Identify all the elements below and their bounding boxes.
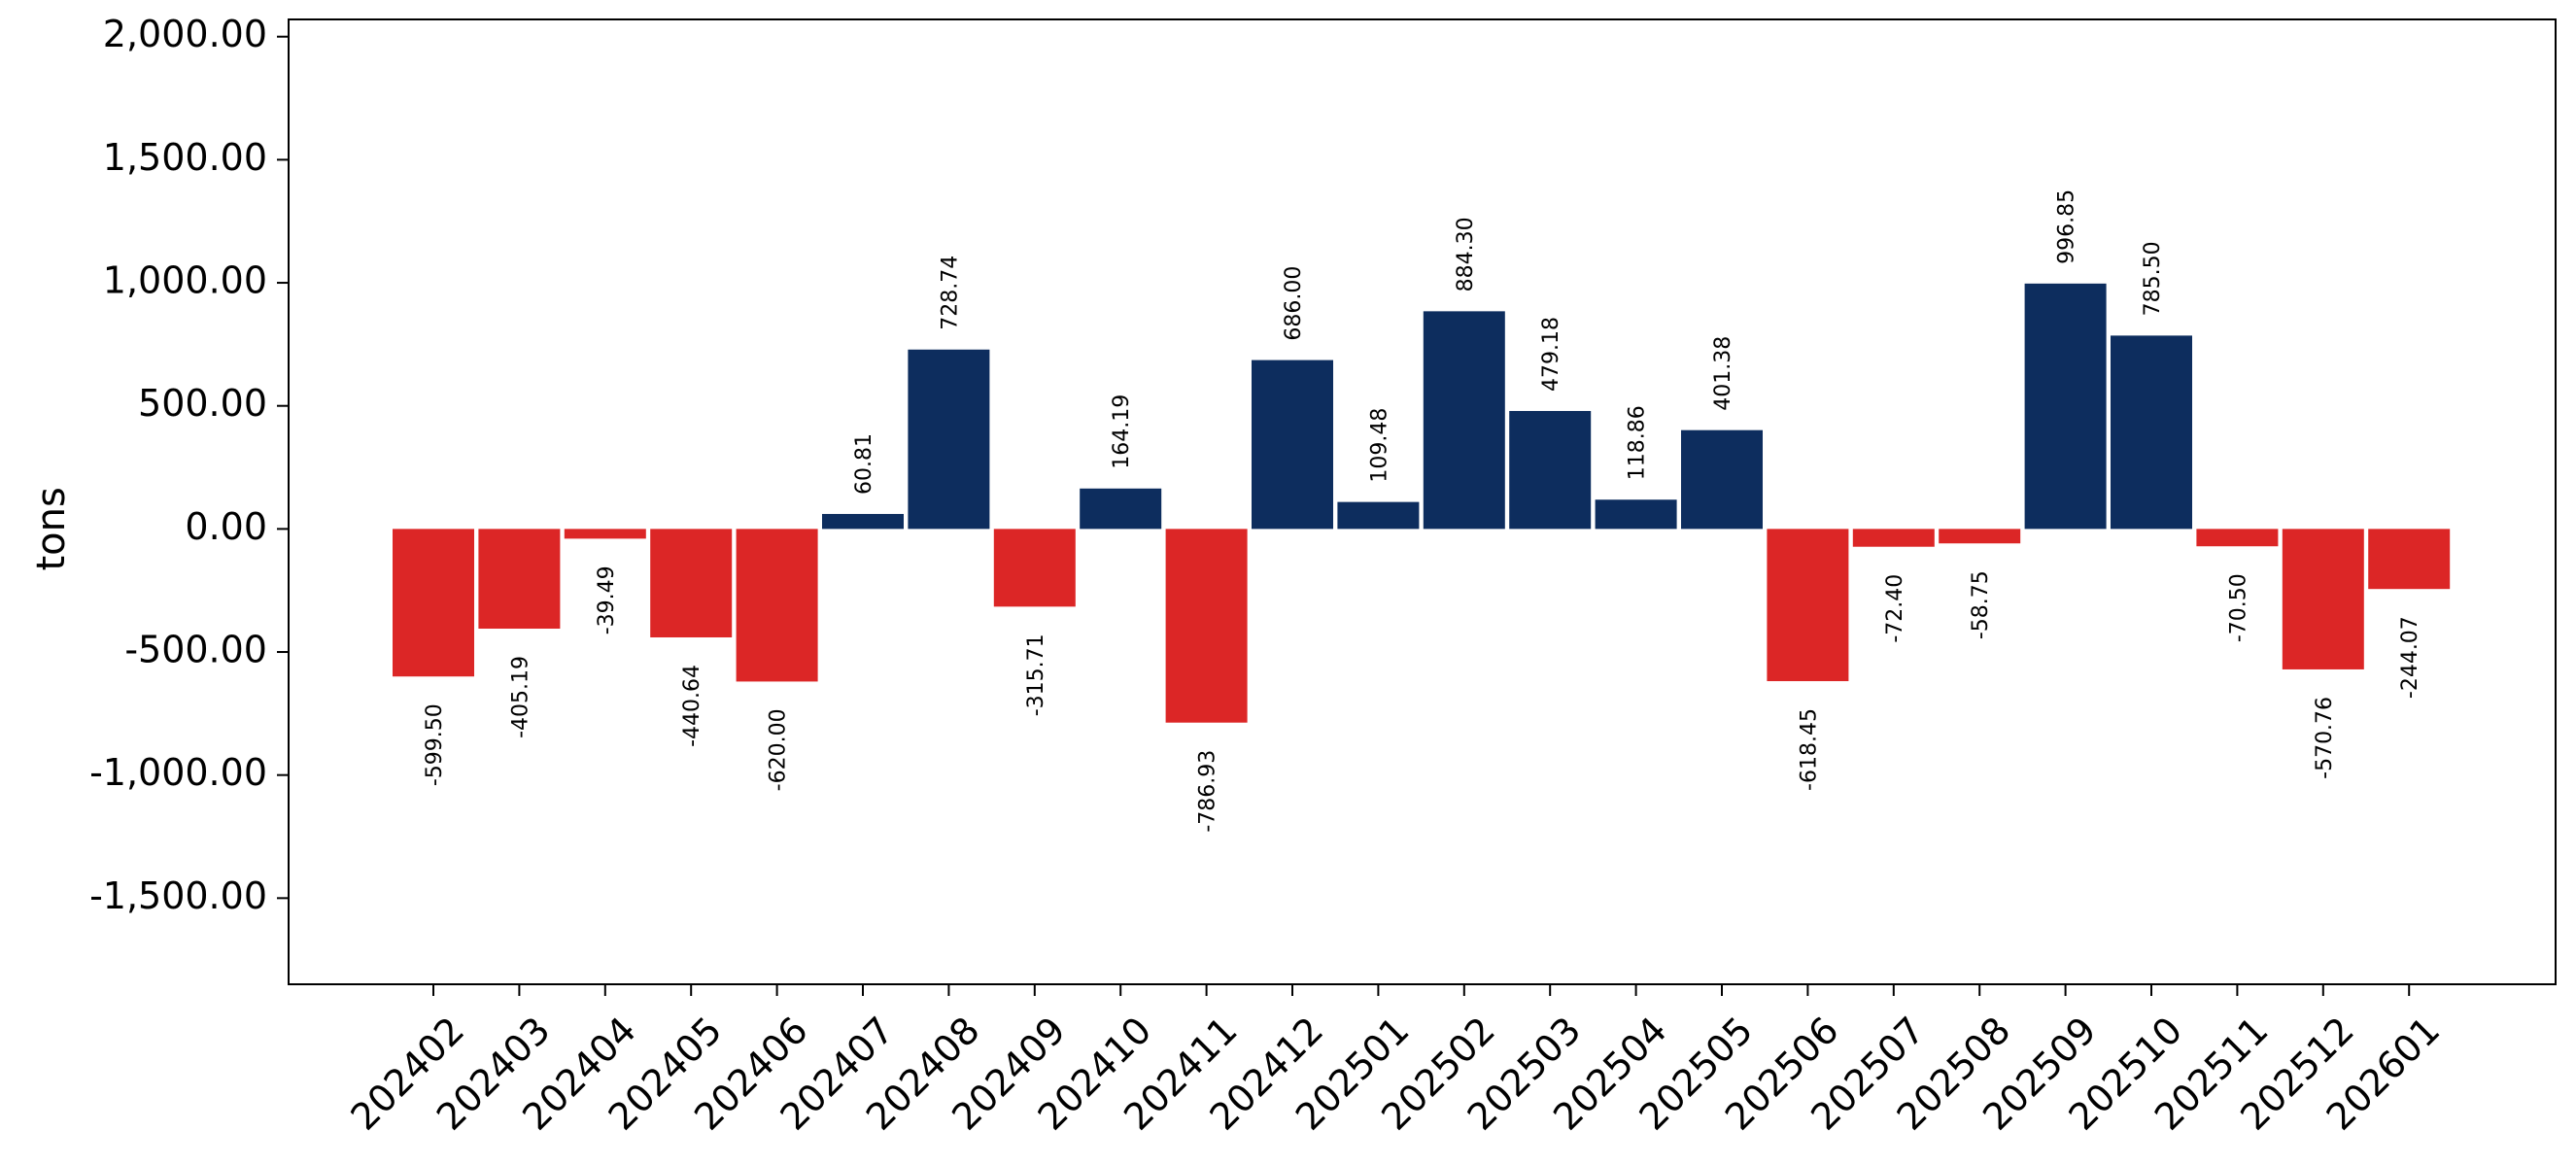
bar-value-label: 785.50 xyxy=(2141,241,2165,316)
y-axis: -1,500.00 -1,000.00 -500.00 0.00 500.00 1,000… xyxy=(89,13,289,917)
bar-value-label: -58.75 xyxy=(1969,570,1993,639)
bar-labels-group: -599.50 -405.19 -39.49 -440.64 -620.00 60.81 7… xyxy=(423,189,2422,833)
bar-202411 xyxy=(1165,529,1248,723)
bar-202512 xyxy=(2282,529,2364,669)
bar-value-label: 996.85 xyxy=(2055,189,2079,264)
bar-value-label: 479.18 xyxy=(1539,317,1563,392)
bar-value-label: -599.50 xyxy=(423,703,447,786)
bar-202404 xyxy=(564,529,646,539)
bar-value-label: -620.00 xyxy=(767,708,791,791)
bars-group xyxy=(393,283,2451,723)
x-axis: 2024022024032024042024052024062024072024… xyxy=(342,984,2448,1139)
bar-202405 xyxy=(650,529,733,637)
bar-202506 xyxy=(1767,529,1849,682)
bar-value-label: 728.74 xyxy=(938,256,962,330)
bar-202502 xyxy=(1423,311,1505,530)
bar-value-label: 686.00 xyxy=(1282,266,1306,341)
bar-202510 xyxy=(2111,335,2192,530)
bar-202509 xyxy=(2024,283,2107,530)
y-tick-label: -1,000.00 xyxy=(89,751,267,794)
bar-value-label: 60.81 xyxy=(852,433,876,495)
bar-202511 xyxy=(2196,529,2279,547)
bar-value-label: 164.19 xyxy=(1110,394,1134,469)
bar-202601 xyxy=(2368,529,2451,590)
bar-202508 xyxy=(1939,529,2021,544)
bar-value-label: -70.50 xyxy=(2226,573,2250,642)
bar-value-label: -570.76 xyxy=(2313,697,2337,779)
y-axis-title: tons xyxy=(29,487,74,570)
bar-value-label: -72.40 xyxy=(1883,574,1907,643)
bar-202412 xyxy=(1252,360,1333,530)
bar-value-label: -440.64 xyxy=(680,665,704,747)
bar-202504 xyxy=(1595,499,1677,530)
bar-value-label: 401.38 xyxy=(1711,336,1735,411)
y-tick-label: -1,500.00 xyxy=(89,874,267,917)
bar-value-label: -244.07 xyxy=(2398,616,2422,699)
plot-frame xyxy=(288,18,2557,985)
bar-202410 xyxy=(1080,488,1162,530)
y-tick-label: 0.00 xyxy=(185,505,267,548)
bar-value-label: 109.48 xyxy=(1367,408,1391,483)
bar-202407 xyxy=(822,513,904,530)
y-tick-label: 1,500.00 xyxy=(103,136,267,179)
y-tick-label: -500.00 xyxy=(124,629,267,671)
bar-202505 xyxy=(1681,429,1763,530)
bar-value-label: -618.45 xyxy=(1797,708,1821,791)
y-tick-label: 1,000.00 xyxy=(103,259,267,302)
bar-202403 xyxy=(478,529,561,630)
bar-202402 xyxy=(393,529,474,677)
bar-202501 xyxy=(1337,501,1420,530)
y-tick-label: 500.00 xyxy=(138,382,267,425)
bar-value-label: -405.19 xyxy=(508,656,532,738)
bar-202406 xyxy=(736,529,818,682)
bar-202409 xyxy=(993,529,1076,607)
bar-202408 xyxy=(908,349,990,530)
bar-202503 xyxy=(1509,410,1592,530)
bar-value-label: -315.71 xyxy=(1024,634,1048,716)
y-tick-label: 2,000.00 xyxy=(103,13,267,55)
bar-value-label: -39.49 xyxy=(595,565,619,634)
bar-value-label: 884.30 xyxy=(1454,217,1478,291)
bar-value-label: 118.86 xyxy=(1626,405,1650,480)
bar-202507 xyxy=(1852,529,1935,547)
bar-value-label: -786.93 xyxy=(1196,750,1220,833)
